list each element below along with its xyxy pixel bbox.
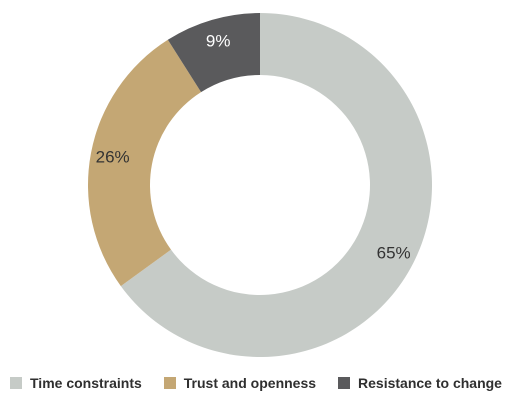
slice-label-time-constraints: 65% — [377, 244, 411, 263]
legend-label-trust-and-openness: Trust and openness — [183, 375, 317, 391]
slice-labels-group: 65% 26% 9% — [96, 31, 411, 262]
legend-item-time-constraints: Time constraints — [10, 375, 142, 391]
legend-label-resistance-to-change: Resistance to change — [358, 375, 502, 391]
slice-time-constraints — [120, 13, 433, 357]
legend-item-resistance-to-change: Resistance to change — [338, 375, 502, 391]
legend-swatch-resistance-to-change — [338, 377, 351, 389]
legend-label-time-constraints: Time constraints — [30, 375, 142, 391]
legend-swatch-trust-and-openness — [163, 377, 176, 389]
legend: Time constraints Trust and openness Resi… — [10, 372, 510, 394]
legend-swatch-time-constraints — [10, 377, 22, 389]
slice-resistance-to-change — [167, 13, 260, 93]
slices-group — [87, 13, 433, 357]
slice-label-resistance-to-change: 9% — [206, 31, 231, 50]
slice-trust-and-openness — [87, 39, 202, 287]
legend-item-trust-and-openness: Trust and openness — [163, 375, 317, 391]
slice-label-trust-and-openness: 26% — [96, 147, 130, 166]
